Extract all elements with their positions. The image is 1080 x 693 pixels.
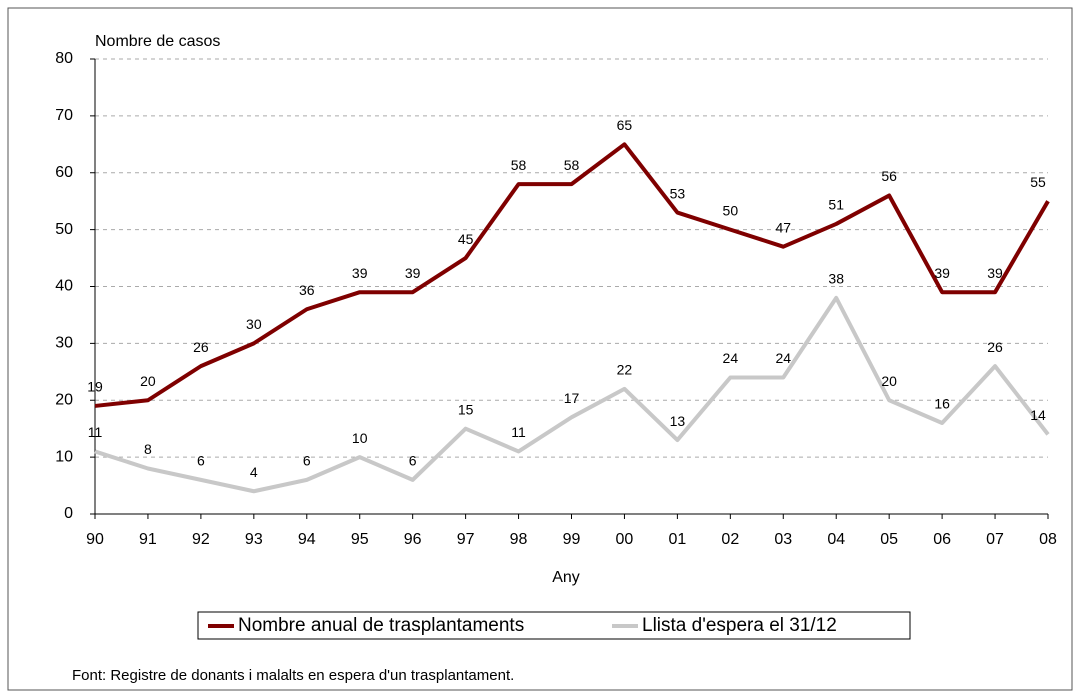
x-tick-label: 98 bbox=[510, 531, 528, 548]
x-tick-label: 92 bbox=[192, 531, 210, 548]
data-label: 6 bbox=[197, 453, 205, 469]
data-label: 14 bbox=[1030, 407, 1046, 423]
x-tick-label: 90 bbox=[86, 531, 104, 548]
y-tick-label: 40 bbox=[55, 278, 73, 295]
data-label: 56 bbox=[881, 168, 897, 184]
data-label: 53 bbox=[670, 185, 686, 201]
series-line bbox=[94, 295, 1050, 494]
series-line bbox=[94, 142, 1050, 408]
x-tick-label: 95 bbox=[351, 531, 369, 548]
x-tick-label: 04 bbox=[827, 531, 845, 548]
data-label: 39 bbox=[934, 265, 950, 281]
data-label: 58 bbox=[564, 157, 580, 173]
y-tick-label: 70 bbox=[55, 107, 73, 124]
data-label: 38 bbox=[828, 271, 844, 287]
data-label: 13 bbox=[670, 413, 686, 429]
y-tick-label: 10 bbox=[55, 448, 73, 465]
source-note: Font: Registre de donants i malalts en e… bbox=[72, 667, 514, 684]
x-tick-label: 08 bbox=[1039, 531, 1057, 548]
x-tick-label: 94 bbox=[298, 531, 316, 548]
data-label: 39 bbox=[352, 265, 368, 281]
x-tick-label: 01 bbox=[668, 531, 686, 548]
data-label: 55 bbox=[1030, 174, 1046, 190]
data-label: 17 bbox=[564, 390, 580, 406]
x-tick-label: 07 bbox=[986, 531, 1004, 548]
x-tick-label: 97 bbox=[457, 531, 475, 548]
data-label: 8 bbox=[144, 441, 152, 457]
y-tick-label: 80 bbox=[55, 50, 73, 67]
data-label: 50 bbox=[723, 202, 739, 218]
legend-box bbox=[197, 611, 911, 640]
data-label: 36 bbox=[299, 282, 315, 298]
data-label: 22 bbox=[617, 362, 633, 378]
x-tick-label: 91 bbox=[139, 531, 157, 548]
x-tick-label: 05 bbox=[880, 531, 898, 548]
data-label: 45 bbox=[458, 231, 474, 247]
data-label: 19 bbox=[87, 379, 103, 395]
x-tick-label: 93 bbox=[245, 531, 263, 548]
x-tick-label: 99 bbox=[563, 531, 581, 548]
y-tick-label: 20 bbox=[55, 391, 73, 408]
data-label: 39 bbox=[405, 265, 421, 281]
data-label: 30 bbox=[246, 316, 262, 332]
data-label: 6 bbox=[409, 453, 417, 469]
x-tick-label: 06 bbox=[933, 531, 951, 548]
x-tick-label: 02 bbox=[721, 531, 739, 548]
x-axis-title: Any bbox=[552, 569, 580, 586]
data-label: 16 bbox=[934, 396, 950, 412]
data-label: 58 bbox=[511, 157, 527, 173]
y-axis-title: Nombre de casos bbox=[95, 33, 220, 50]
data-label: 65 bbox=[617, 117, 633, 133]
legend-label: Llista d'espera el 31/12 bbox=[642, 615, 837, 636]
data-label: 24 bbox=[723, 350, 739, 366]
data-label: 26 bbox=[193, 339, 209, 355]
data-label: 6 bbox=[303, 453, 311, 469]
y-tick-label: 0 bbox=[64, 505, 73, 522]
legend-label: Nombre anual de trasplantaments bbox=[238, 615, 524, 636]
chart-border bbox=[7, 7, 1073, 691]
data-label: 11 bbox=[511, 424, 526, 440]
data-label: 39 bbox=[987, 265, 1003, 281]
y-tick-label: 30 bbox=[55, 335, 73, 352]
y-tick-label: 60 bbox=[55, 164, 73, 181]
x-tick-label: 00 bbox=[616, 531, 634, 548]
data-label: 47 bbox=[775, 219, 791, 235]
x-tick-label: 03 bbox=[774, 531, 792, 548]
y-tick-label: 50 bbox=[55, 221, 73, 238]
x-tick-label: 96 bbox=[404, 531, 422, 548]
data-label: 51 bbox=[828, 197, 844, 213]
data-label: 20 bbox=[881, 373, 897, 389]
data-label: 15 bbox=[458, 401, 474, 417]
data-label: 26 bbox=[987, 339, 1003, 355]
data-label: 20 bbox=[140, 373, 156, 389]
data-label: 11 bbox=[88, 424, 103, 440]
data-label: 10 bbox=[352, 430, 368, 446]
data-label: 4 bbox=[250, 464, 258, 480]
data-label: 24 bbox=[775, 350, 791, 366]
